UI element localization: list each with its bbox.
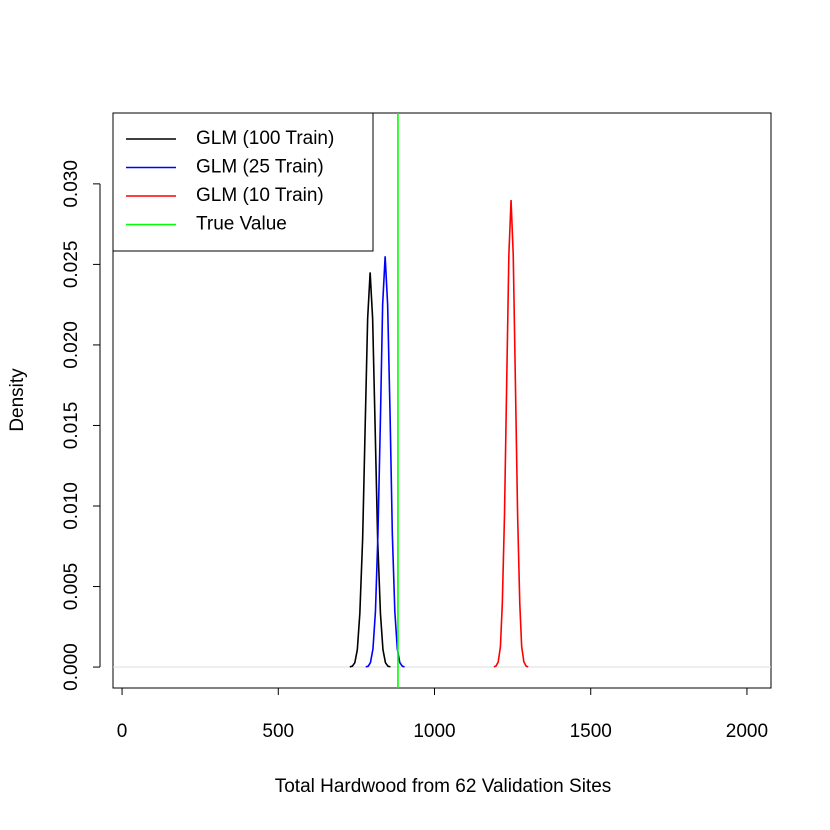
x-axis-title: Total Hardwood from 62 Validation Sites [275, 776, 612, 797]
y-tick-label: 0.005 [61, 563, 82, 611]
y-tick-label: 0.010 [61, 482, 82, 530]
x-tick-label: 2000 [726, 721, 768, 742]
y-axis-title: Density [7, 368, 28, 432]
legend-box [112, 112, 374, 252]
legend-label: GLM (100 Train) [196, 128, 334, 149]
legend: GLM (100 Train) GLM (25 Train) GLM (10 Tra… [112, 112, 374, 252]
y-tick-label: 0.000 [61, 643, 82, 691]
legend-label: True Value [196, 214, 287, 235]
legend-label: GLM (10 Train) [196, 185, 324, 206]
y-tick-label: 0.015 [61, 402, 82, 450]
y-tick-label: 0.020 [61, 321, 82, 369]
legend-label: GLM (25 Train) [196, 157, 324, 178]
y-tick-label: 0.030 [61, 160, 82, 208]
density-line [493, 199, 529, 668]
x-tick-label: 1000 [413, 721, 455, 742]
x-tick-label: 0 [117, 721, 128, 742]
x-tick-label: 500 [262, 721, 294, 742]
x-tick-label: 1500 [570, 721, 612, 742]
y-tick-label: 0.025 [61, 241, 82, 289]
density-line [349, 272, 391, 668]
